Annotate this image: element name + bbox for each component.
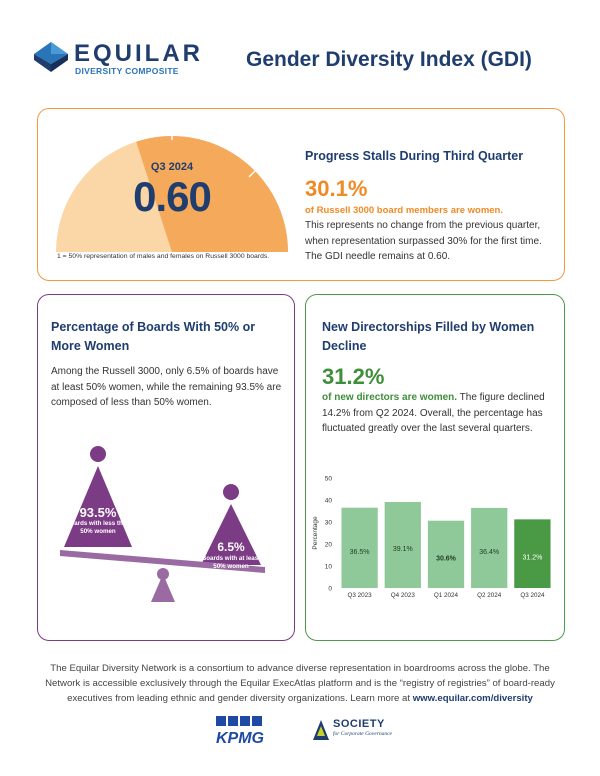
gauge-value: 0.60 (133, 173, 212, 220)
chart-bar (471, 507, 508, 588)
seesaw-illustration (60, 446, 265, 602)
x-tick-label: Q4 2023 (391, 592, 416, 599)
y-tick-label: 50 (325, 476, 333, 483)
kpmg-wordmark: KPMG (216, 730, 264, 746)
chart-bar (514, 519, 551, 588)
gauge-fill (136, 136, 288, 252)
bar-data-label: 31.2% (522, 555, 542, 562)
figure-body-small (201, 504, 261, 565)
brand-subtitle: DIVERSITY COMPOSITE (75, 66, 179, 76)
directorships-body-lead: of new directors are women. (322, 392, 458, 403)
y-tick-label: 10 (325, 564, 333, 571)
figure-head-small (223, 484, 239, 500)
gdi-body: This represents no change from the previ… (305, 220, 542, 262)
directorships-bar-chart: Percentage 0 10 20 30 40 50 36.5% Q3 2023 39.1% Q4… (312, 476, 551, 599)
society-subtitle: for Corporate Governance (333, 731, 392, 737)
gauge-footnote: 1 = 50% representation of males and fema… (57, 253, 270, 260)
gdi-gauge (56, 130, 288, 252)
seesaw-fulcrum (151, 574, 175, 602)
y-tick-label: 20 (325, 542, 333, 549)
directorships-body-rest: The figure declined 14.2% from Q2 2024. … (322, 392, 545, 434)
less-than-50-label: Boards with less than 50% women (66, 520, 130, 535)
diamond-logo-icon (34, 42, 68, 72)
gdi-heading: Progress Stalls During Third Quarter (305, 149, 524, 163)
figure-body-large (64, 466, 132, 547)
society-logo: SOCIETY for Corporate Governance (313, 718, 403, 744)
at-least-50-label: Boards with at least 50% women (201, 555, 261, 570)
figure-head-large (90, 446, 106, 462)
directorships-heading: New Directorships Filled by Women Declin… (322, 320, 535, 353)
chart-bar (384, 501, 421, 588)
y-tick-label: 0 (328, 586, 332, 593)
bar-data-label: 39.1% (393, 546, 413, 553)
x-tick-label: Q1 2024 (434, 592, 459, 599)
y-axis-label: Percentage (312, 516, 319, 550)
gauge-label: Q3 2024 (150, 161, 194, 173)
chart-bar (341, 507, 378, 588)
x-tick-label: Q2 2024 (477, 592, 502, 599)
bar-data-label: 30.6% (436, 555, 457, 562)
page-title: Gender Diversity Index (GDI) (246, 48, 532, 71)
bar-data-label: 36.4% (479, 549, 499, 556)
gdi-big-stat: 30.1% (305, 176, 368, 201)
x-tick-label: Q3 2024 (520, 592, 545, 599)
footer-text: The Equilar Diversity Network is a conso… (40, 661, 560, 706)
y-tick-label: 40 (325, 498, 333, 505)
x-tick-label: Q3 2023 (348, 592, 373, 599)
boards-heading: Percentage of Boards With 50% or More Wo… (51, 320, 256, 353)
less-than-50-pct: 93.5% (79, 505, 117, 520)
equilar-logo: EQUILAR DIVERSITY COMPOSITE (34, 40, 200, 80)
footer-link[interactable]: www.equilar.com/diversity (412, 693, 533, 704)
gdi-stat-caption: of Russell 3000 board members are women. (305, 205, 503, 216)
brand-name: EQUILAR (74, 40, 203, 67)
directorships-big-stat: 31.2% (322, 364, 385, 389)
bar-data-label: 36.5% (350, 549, 370, 556)
footer-description: The Equilar Diversity Network is a conso… (45, 663, 555, 704)
at-least-50-pct: 6.5% (217, 540, 245, 554)
seesaw-plank (60, 550, 265, 573)
boards-body: Among the Russell 3000, only 6.5% of boa… (51, 366, 282, 408)
chart-bar (427, 520, 465, 588)
directorships-body: of new directors are women. The figure d… (322, 390, 554, 437)
kpmg-logo: KPMG (216, 716, 264, 746)
society-name: SOCIETY (333, 718, 385, 730)
y-tick-label: 30 (325, 520, 333, 527)
society-icon (313, 720, 329, 740)
